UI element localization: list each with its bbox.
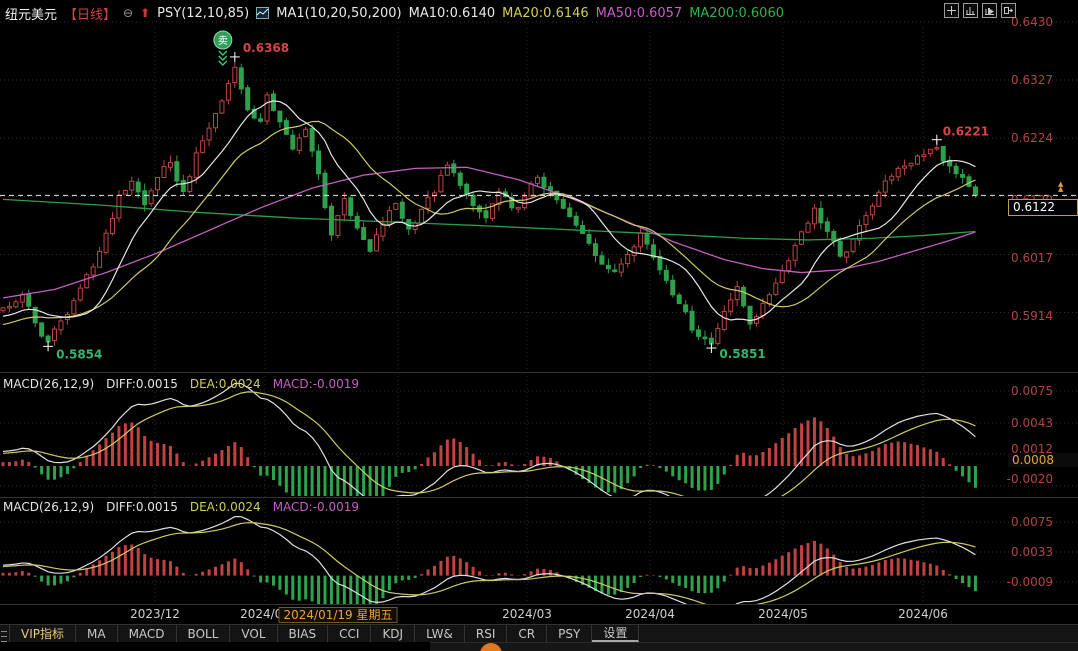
indicator-window-icon[interactable]	[963, 3, 978, 18]
up-arrow-icon: ⬆	[140, 6, 151, 20]
floating-logo-button[interactable]	[480, 643, 502, 651]
x-axis-label: 2024/04	[625, 607, 675, 621]
svg-text:0.0012: 0.0012	[1011, 442, 1053, 456]
macd2-label-row: MACD(26,12,9) DIFF:0.0015 DEA:0.0024 MAC…	[3, 500, 359, 514]
svg-text:0.6017: 0.6017	[1011, 251, 1053, 265]
symbol-name: 纽元美元	[5, 7, 58, 23]
dea-line	[2, 391, 976, 496]
crosshair-date-label: 2024/01/19 星期五	[278, 607, 398, 623]
ma-group-label[interactable]: MA1(10,20,50,200)	[276, 5, 402, 21]
toolbar-bias-button[interactable]: BIAS	[278, 625, 329, 642]
macd2-dea: DEA:0.0024	[189, 500, 261, 514]
price-chart-canvas[interactable]: 0.64300.63270.62240.61200.60170.59140.00…	[0, 0, 1078, 625]
ma50-line	[2, 166, 976, 299]
macd1-label-row: MACD(26,12,9) DIFF:0.0015 DEA:0.0024 MAC…	[3, 377, 359, 391]
toolbar-settings-button[interactable]: 设置	[592, 625, 640, 642]
last-price-box: 0.6122	[1008, 199, 1078, 216]
svg-text:0.5851: 0.5851	[719, 347, 765, 361]
diff-line	[2, 516, 976, 604]
macd1-params: MACD(26,12,9)	[3, 377, 95, 391]
macd-pane-2	[1, 516, 977, 604]
svg-text:0.6224: 0.6224	[1011, 131, 1053, 145]
indicator-toolbar: VIP指标 MA MACD BOLL VOL BIAS CCI KDJ LW& …	[0, 624, 1078, 642]
toolbar-collapse-icon[interactable]	[0, 625, 10, 642]
ma200-line	[2, 198, 976, 241]
toolbar-lw-button[interactable]: LW&	[415, 625, 465, 642]
macd1-dea: DEA:0.0024	[189, 377, 261, 391]
macd-current-value-box: 0.0008	[1008, 453, 1078, 467]
svg-text:0.0033: 0.0033	[1011, 545, 1053, 559]
svg-text:0.6327: 0.6327	[1011, 73, 1053, 87]
ma-lines	[2, 100, 976, 326]
ma20-line	[2, 120, 976, 326]
svg-text:-0.0009: -0.0009	[1007, 575, 1053, 589]
gridlines	[0, 21, 1078, 604]
x-axis-label: 2024/03	[502, 607, 552, 621]
toolbar-kdj-button[interactable]: KDJ	[371, 625, 416, 642]
toolbar-ma-button[interactable]: MA	[76, 625, 118, 642]
svg-text:0.0075: 0.0075	[1011, 515, 1053, 529]
chart-header: 纽元美元 【日线】 ⊖ ⬆ PSY(12,10,85) MA1(10,20,50…	[0, 0, 784, 26]
toolbar-macd-button[interactable]: MACD	[118, 625, 177, 642]
svg-text:0.0043: 0.0043	[1011, 416, 1053, 430]
macd2-diff: DIFF:0.0015	[106, 500, 178, 514]
pane-shift-icon[interactable]	[1001, 3, 1016, 18]
ma10-line	[2, 100, 976, 322]
collapse-icon[interactable]: ⊖	[123, 6, 134, 20]
svg-text:-0.0020: -0.0020	[1007, 472, 1053, 486]
bottom-panel-edge	[430, 642, 1078, 651]
toolbar-psy-button[interactable]: PSY	[547, 625, 593, 642]
window-tool-icons	[944, 3, 1016, 18]
x-axis-label: 2024/06	[898, 607, 948, 621]
svg-text:0.6430: 0.6430	[1011, 15, 1053, 29]
svg-text:0.5914: 0.5914	[1011, 309, 1053, 323]
psy-indicator-label[interactable]: PSY(12,10,85)	[157, 5, 250, 21]
mini-chart-icon[interactable]	[256, 7, 270, 19]
sell-signal-badge: 卖	[213, 30, 233, 66]
ma10-value: MA10:0.6140	[408, 5, 496, 21]
toolbar-cr-button[interactable]: CR	[507, 625, 548, 642]
macd-pane-1	[1, 382, 977, 496]
extreme-marker	[229, 51, 240, 62]
crosshair-move-icon[interactable]	[944, 3, 959, 18]
price-alert-icon[interactable]: ▲ ▲	[1058, 180, 1064, 193]
x-axis-date-row: 2023/12 2024/01 2024/01/19 星期五 2024/03 2024/…	[0, 605, 1078, 624]
svg-text:卖: 卖	[218, 35, 228, 47]
toolbar-vol-button[interactable]: VOL	[230, 625, 278, 642]
dea-line	[2, 522, 976, 604]
x-axis-label: 2024/05	[758, 607, 808, 621]
toolbar-cci-button[interactable]: CCI	[328, 625, 372, 642]
candles-layer	[0, 56, 978, 349]
ma200-value: MA200:0.6060	[689, 5, 784, 21]
indicator-next-icon[interactable]	[982, 3, 997, 18]
macd1-diff: DIFF:0.0015	[106, 377, 178, 391]
svg-text:0.6221: 0.6221	[943, 125, 989, 139]
x-axis-label: 2023/12	[130, 607, 180, 621]
extreme-marker	[43, 341, 54, 352]
extreme-marker	[931, 134, 942, 145]
toolbar-vip-button[interactable]: VIP指标	[10, 625, 76, 642]
macd2-params: MACD(26,12,9)	[3, 500, 95, 514]
x-axis-label: 2024/01	[240, 607, 290, 621]
extreme-marker	[706, 343, 717, 354]
period-label[interactable]: 【日线】	[64, 7, 117, 23]
ma20-value: MA20:0.6146	[502, 5, 589, 21]
svg-text:0.6368: 0.6368	[243, 41, 289, 55]
toolbar-rsi-button[interactable]: RSI	[465, 625, 508, 642]
svg-text:0.0075: 0.0075	[1011, 384, 1053, 398]
macd2-macd: MACD:-0.0019	[272, 500, 360, 514]
svg-text:0.5854: 0.5854	[56, 347, 102, 361]
ma50-value: MA50:0.6057	[595, 5, 683, 21]
macd1-macd: MACD:-0.0019	[272, 377, 360, 391]
toolbar-boll-button[interactable]: BOLL	[177, 625, 231, 642]
